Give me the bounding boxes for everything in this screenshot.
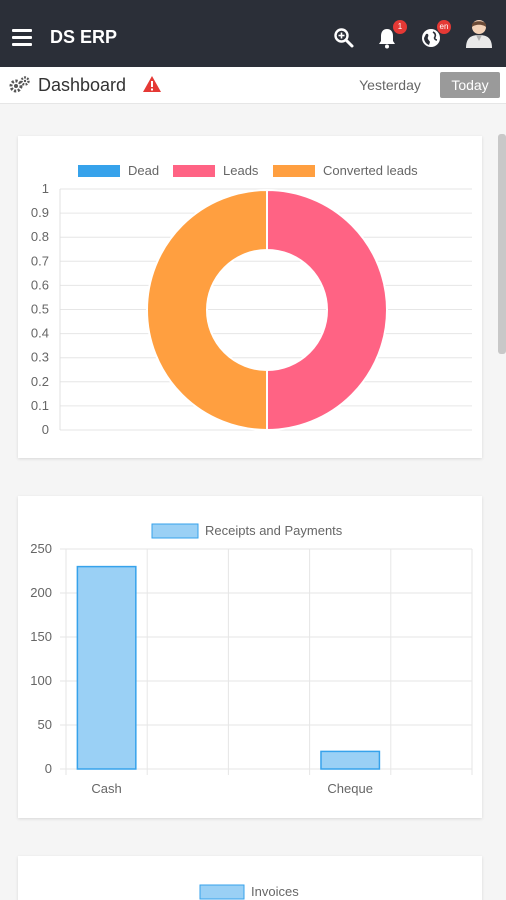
y-tick-label: 0.7 [31, 253, 49, 268]
legend-swatch-2 [273, 165, 315, 177]
top-navbar: DS ERP 1 en [0, 0, 506, 67]
search-icon[interactable] [332, 26, 356, 50]
language-badge: en [437, 20, 451, 34]
yesterday-button[interactable]: Yesterday [359, 77, 421, 93]
invoices-bar-chart: Invoices [199, 884, 299, 900]
y-tick-label: 1 [42, 181, 49, 196]
language-button[interactable]: en [419, 20, 451, 50]
legend-label-1: Leads [223, 163, 259, 178]
leads-chart-card: Dead Leads Converted leads 1 0.9 0.8 0.7 0.6 0.5… [18, 136, 482, 458]
y-tick-label: 100 [30, 673, 52, 688]
legend-label: Invoices [251, 884, 299, 899]
page-header: Dashboard Yesterday Today [0, 67, 506, 104]
y-tick-label: 0.6 [31, 277, 49, 292]
y-tick-label: 0.3 [31, 350, 49, 365]
y-tick-label: 0 [45, 761, 52, 776]
doughnut-slice-leads [266, 188, 388, 432]
legend-label-0: Dead [128, 163, 159, 178]
gears-icon [9, 76, 30, 93]
bar-cash [76, 565, 137, 770]
warning-icon[interactable] [142, 75, 162, 93]
receipts-chart-card: Receipts and Payments 250 200 150 100 50 0 Cash… [18, 496, 482, 818]
receipts-bar-chart: Receipts and Payments 250 200 150 100 50 0 Cash… [30, 523, 473, 796]
legend-swatch [199, 884, 245, 900]
globe-icon [422, 29, 440, 47]
y-tick-label: 0.8 [31, 229, 49, 244]
y-tick-label: 200 [30, 585, 52, 600]
app-title[interactable]: DS ERP [50, 27, 118, 47]
legend-swatch-1 [173, 165, 215, 177]
y-tick-label: 0.2 [31, 374, 49, 389]
page-scrollbar[interactable] [498, 134, 506, 354]
bell-icon [379, 29, 395, 49]
legend-swatch-0 [78, 165, 120, 177]
x-tick-label: Cash [91, 781, 121, 796]
y-tick-label: 0.1 [31, 398, 49, 413]
y-tick-label: 150 [30, 629, 52, 644]
hamburger-menu-icon[interactable] [12, 29, 32, 47]
legend-swatch [151, 523, 199, 539]
y-tick-label: 50 [38, 717, 52, 732]
y-tick-label: 0.4 [31, 326, 49, 341]
y-tick-label: 0.5 [31, 302, 49, 317]
bar-cheque [320, 750, 381, 770]
doughnut-slice-converted-leads [146, 188, 268, 432]
user-avatar-icon[interactable] [465, 18, 493, 48]
notifications-button[interactable]: 1 [375, 20, 407, 50]
legend-label-2: Converted leads [323, 163, 418, 178]
invoices-chart-card: Invoices [18, 856, 482, 900]
leads-doughnut-chart: Dead Leads Converted leads 1 0.9 0.8 0.7 0.6 0.5… [31, 163, 472, 437]
x-tick-label: Cheque [327, 781, 373, 796]
today-button[interactable]: Today [440, 72, 500, 98]
y-tick-label: 0 [42, 422, 49, 437]
page-title: Dashboard [38, 75, 127, 95]
notifications-badge: 1 [393, 20, 407, 34]
y-tick-label: 0.9 [31, 205, 49, 220]
legend-label: Receipts and Payments [205, 523, 343, 538]
y-tick-label: 250 [30, 541, 52, 556]
